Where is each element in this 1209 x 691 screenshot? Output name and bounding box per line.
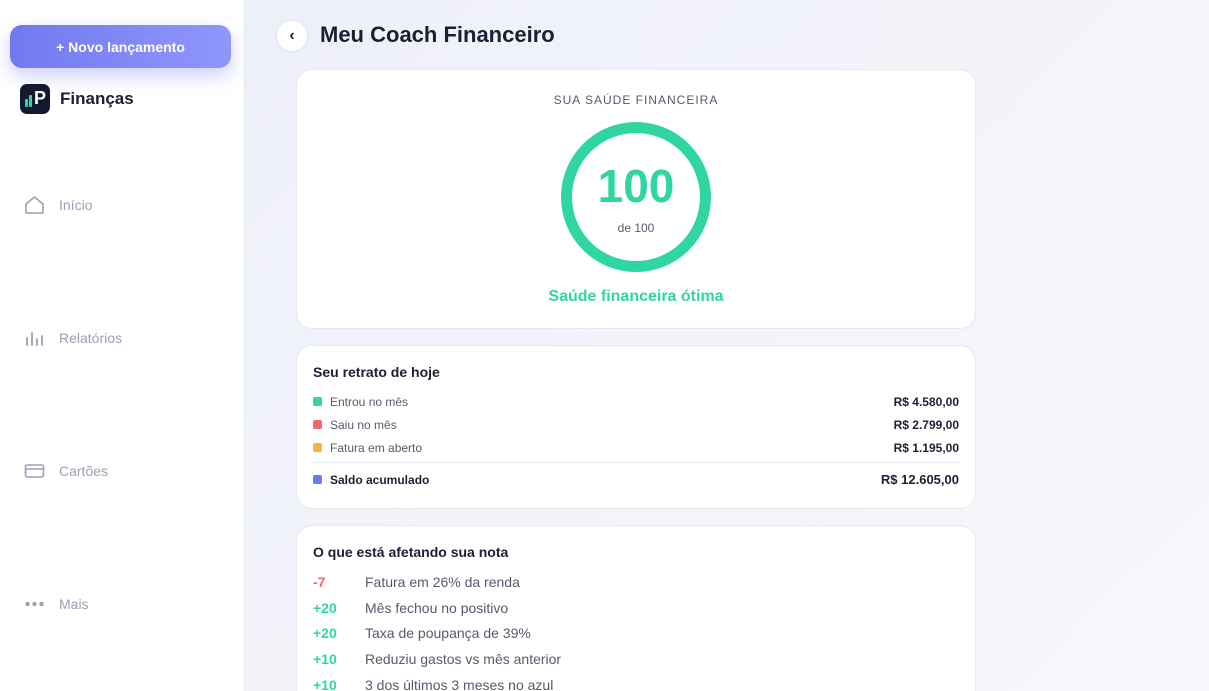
snapshot-total-label: Saldo acumulado: [330, 472, 430, 487]
sidebar: + Novo lançamento P Finanças Início Rela…: [0, 0, 245, 691]
brand-name: Finanças: [60, 89, 134, 108]
financial-health-card: SUA SAÚDE FINANCEIRA 100 de 100 Saúde fi…: [296, 69, 976, 329]
more-dots-icon: [25, 601, 44, 607]
factor-text: 3 dos últimos 3 meses no azul: [365, 676, 554, 691]
nav-label-inicio: Início: [59, 197, 93, 213]
divider: [313, 462, 959, 463]
bar-chart-icon: [26, 332, 43, 346]
brand-logo-letter: P: [34, 88, 47, 108]
nav-item-inicio[interactable]: Início: [24, 195, 92, 215]
factor-item: +10 3 dos últimos 3 meses no azul: [313, 672, 959, 691]
snapshot-value: R$ 1.195,00: [893, 440, 959, 455]
home-icon: [25, 196, 44, 214]
brand-logo-icon: P: [20, 84, 50, 114]
health-score-max: de 100: [617, 221, 655, 235]
new-entry-button[interactable]: + Novo lançamento: [10, 25, 231, 68]
snapshot-label: Entrou no mês: [330, 394, 409, 409]
factor-score: +10: [313, 676, 337, 691]
back-button[interactable]: ‹: [277, 21, 307, 51]
nav-item-relatorios[interactable]: Relatórios: [24, 328, 122, 348]
snapshot-row-expenses: Saiu no mês R$ 2.799,00: [313, 413, 959, 436]
factor-item: -7 Fatura em 26% da renda: [313, 569, 959, 595]
nav-item-mais[interactable]: Mais: [24, 594, 89, 614]
nav-label-relatorios: Relatórios: [59, 330, 123, 346]
snapshot-card: Seu retrato de hoje Entrou no mês R$ 4.5…: [296, 345, 976, 509]
snapshot-total-value: R$ 12.605,00: [880, 472, 959, 487]
snapshot-row-open-invoice: Fatura em aberto R$ 1.195,00: [313, 436, 959, 459]
factors-title: O que está afetando sua nota: [313, 544, 509, 560]
factor-text: Taxa de poupança de 39%: [365, 625, 531, 642]
snapshot-label: Fatura em aberto: [330, 440, 423, 455]
factor-score: +20: [313, 625, 337, 642]
health-score: 100: [597, 160, 675, 212]
snapshot-title: Seu retrato de hoje: [313, 364, 440, 380]
snapshot-value: R$ 2.799,00: [893, 417, 959, 432]
page-title: Meu Coach Financeiro: [320, 22, 555, 47]
health-score-ring: 100 de 100: [561, 122, 711, 272]
factor-text: Fatura em 26% da renda: [365, 573, 520, 590]
main-content: ‹ Meu Coach Financeiro SUA SAÚDE FINANCE…: [246, 0, 1209, 691]
snapshot-row-income: Entrou no mês R$ 4.580,00: [313, 390, 959, 413]
snapshot-value: R$ 4.580,00: [893, 394, 959, 409]
snapshot-row-total: Saldo acumulado R$ 12.605,00: [313, 468, 959, 491]
legend-dot: [313, 443, 322, 452]
factor-score: +10: [313, 650, 337, 667]
legend-dot: [313, 397, 322, 406]
snapshot-label: Saiu no mês: [330, 417, 397, 432]
chevron-left-icon: ‹: [289, 27, 295, 44]
nav-label-cartoes: Cartões: [59, 463, 109, 479]
credit-card-icon: [24, 464, 45, 478]
factor-item: +20 Mês fechou no positivo: [313, 595, 959, 621]
factor-item: +10 Reduziu gastos vs mês anterior: [313, 646, 959, 672]
factor-item: +20 Taxa de poupança de 39%: [313, 620, 959, 646]
factor-score: -7: [313, 573, 326, 590]
legend-dot: [313, 420, 322, 429]
health-status: Saúde financeira ótima: [548, 288, 724, 305]
factor-score: +20: [313, 599, 337, 616]
brand[interactable]: P Finanças: [20, 84, 134, 114]
score-factors-card: O que está afetando sua nota -7 Fatura e…: [296, 525, 976, 691]
nav-label-mais: Mais: [59, 596, 89, 612]
nav-item-cartoes[interactable]: Cartões: [24, 461, 108, 481]
legend-dot: [313, 475, 322, 484]
factor-text: Mês fechou no positivo: [365, 599, 509, 616]
health-label: SUA SAÚDE FINANCEIRA: [553, 93, 719, 107]
factor-text: Reduziu gastos vs mês anterior: [365, 650, 562, 667]
